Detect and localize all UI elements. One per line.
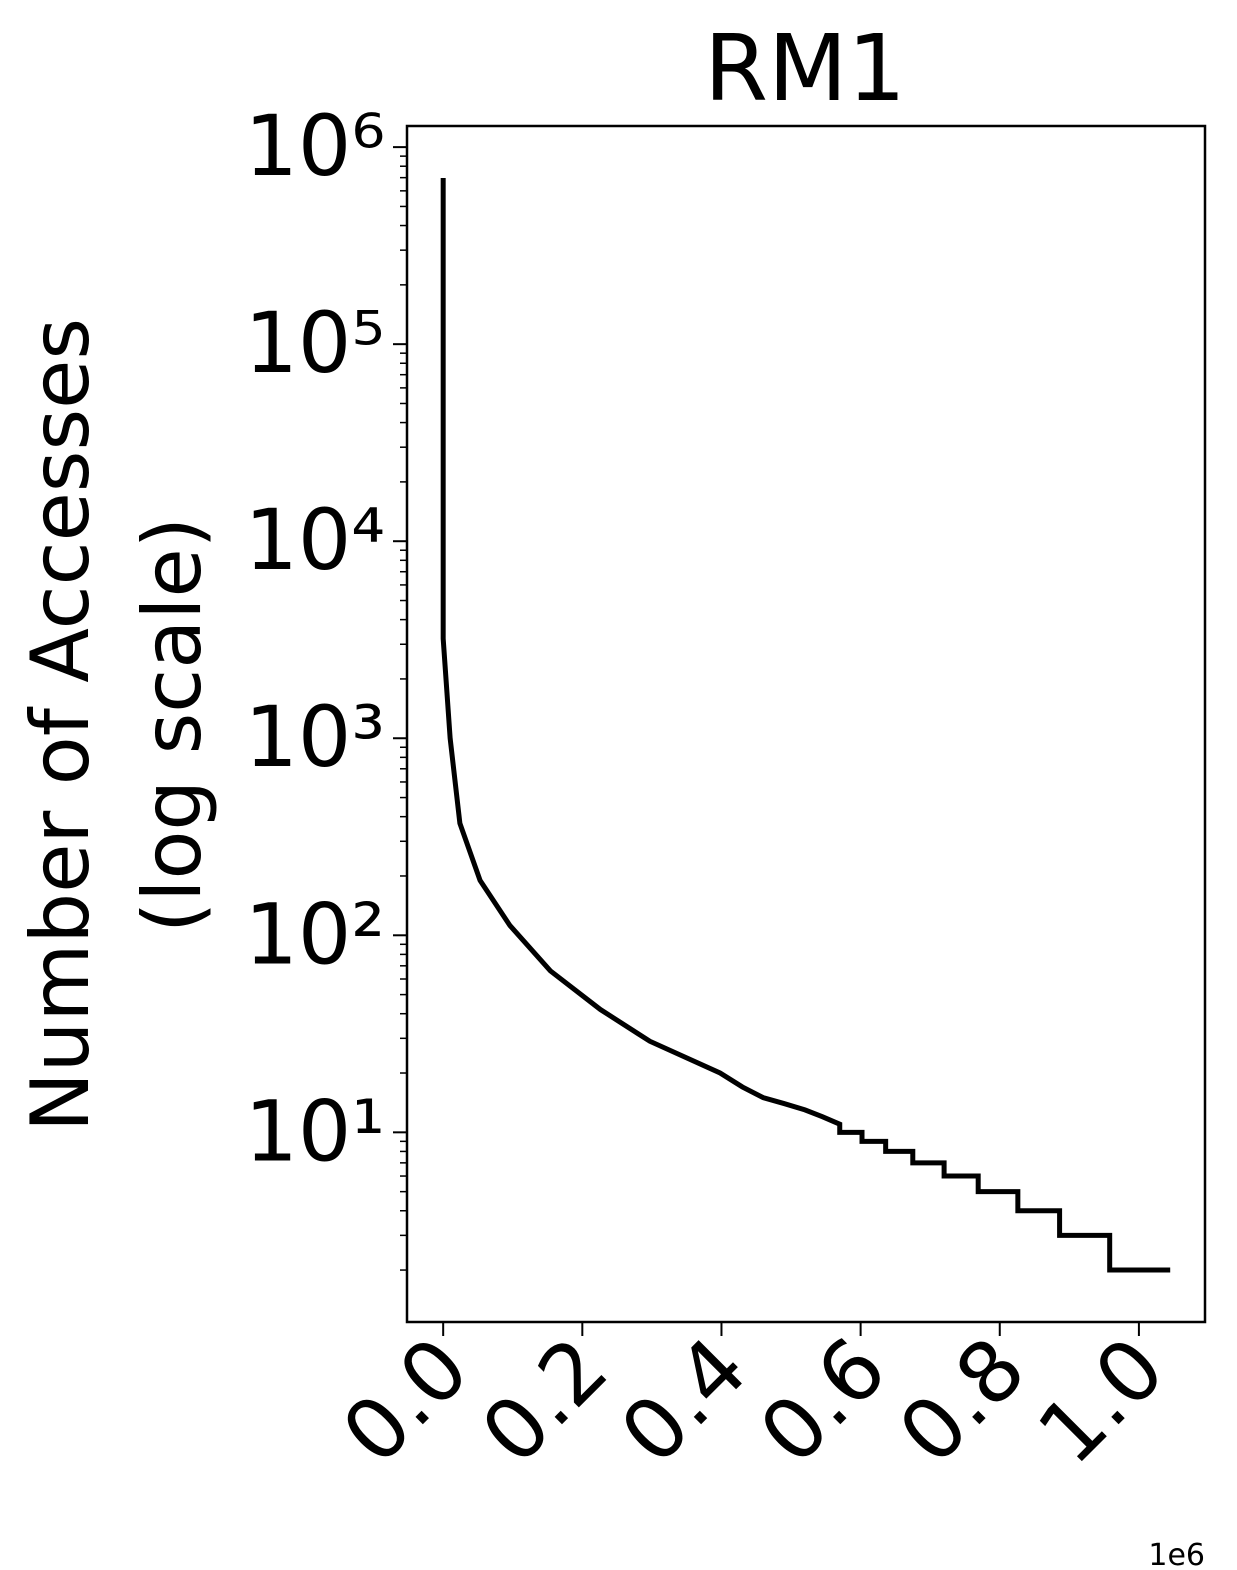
y-tick-label: 10³: [244, 688, 385, 786]
y-tick-label: 10⁶: [244, 97, 385, 195]
y-axis-label: (log scale): [126, 517, 219, 933]
y-label-line: Number of Accesses: [14, 318, 107, 1132]
x-tick-label: 1.0: [1019, 1319, 1183, 1483]
x-tick-label: 0.6: [741, 1319, 905, 1483]
plot-frame: [405, 124, 1207, 1324]
y-axis-label: Number of Accesses: [14, 318, 107, 1132]
y-tick-label: 10¹: [244, 1082, 385, 1180]
x-offset-label: 1e6: [1148, 1538, 1205, 1570]
y-tick-label: 10⁴: [244, 491, 385, 589]
x-tick-label: 0.0: [324, 1319, 488, 1483]
y-tick-label: 10²: [244, 885, 385, 983]
x-tick-label: 0.8: [880, 1319, 1044, 1483]
chart-title: RM1: [704, 15, 906, 122]
y-label-line: (log scale): [126, 517, 219, 933]
y-tick-label: 10⁵: [244, 294, 385, 392]
x-tick-label: 0.4: [602, 1319, 766, 1483]
data-line: [440, 178, 1171, 1273]
x-tick-label: 0.2: [463, 1319, 627, 1483]
